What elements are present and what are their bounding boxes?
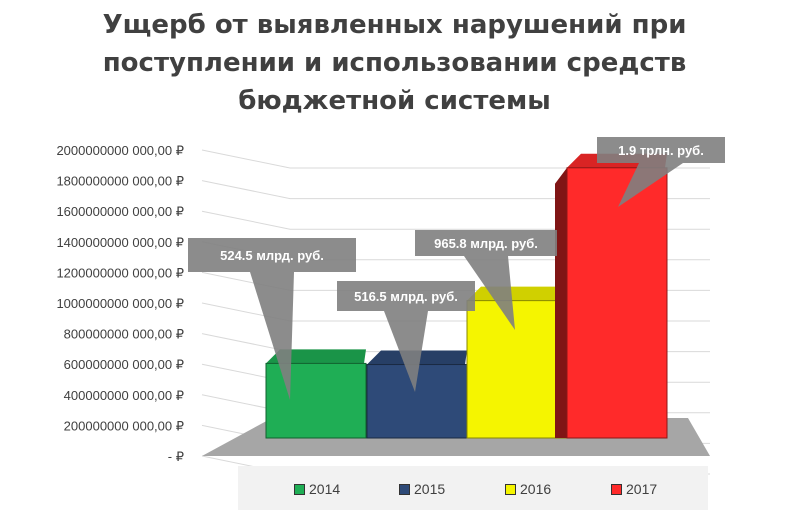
data-callout-box [415, 230, 557, 256]
y-tick-label: 1000000000 000,00 ₽ [56, 296, 184, 311]
bar-2014 [265, 362, 367, 439]
bar-top [467, 286, 567, 301]
data-label: 516.5 млрд. руб. [354, 289, 458, 304]
legend-label-2016: 2016 [520, 481, 552, 497]
bar-side [555, 167, 567, 438]
legend-item-2017: 2017 [611, 481, 657, 497]
data-callout-box [597, 137, 725, 163]
legend-item-2014: 2014 [294, 481, 340, 497]
chart-title-line-2: поступлении и использовании средств [102, 48, 687, 78]
data-callout-box [188, 238, 356, 272]
y-tick-label: 2000000000 000,00 ₽ [56, 143, 184, 158]
legend-swatch-2016 [505, 483, 516, 495]
data-callout-pointer [464, 256, 515, 330]
data-callout-pointer [384, 311, 428, 392]
data-callout-box [337, 281, 475, 311]
legend-swatch-2015 [399, 483, 410, 495]
legend-label-2014: 2014 [309, 481, 341, 497]
chart-title-line-3: бюджетной системы [238, 86, 551, 116]
chart-title: Ущерб от выявленных нарушений при поступ… [0, 6, 789, 120]
data-label: 1.9 трлн. руб. [618, 143, 704, 158]
data-callout-pointer [250, 272, 294, 400]
y-tick-label: 200000000 000,00 ₽ [64, 418, 184, 433]
data-label: 524.5 млрд. руб. [220, 248, 324, 263]
y-tick-label: 1200000000 000,00 ₽ [56, 265, 184, 280]
y-tick-label: 1400000000 000,00 ₽ [56, 235, 184, 250]
y-tick-label: - ₽ [168, 449, 184, 464]
y-tick-label: 600000000 000,00 ₽ [64, 357, 184, 372]
legend-item-2015: 2015 [399, 481, 445, 497]
legend-swatch-2014 [294, 483, 305, 495]
legend-swatch-2017 [611, 483, 622, 495]
chart-title-line-1: Ущерб от выявленных нарушений при [102, 10, 687, 40]
chart-legend: 2014 2015 2016 2017 [238, 466, 708, 510]
legend-label-2017: 2017 [626, 481, 658, 497]
bar-2017 [566, 167, 668, 439]
data-label: 965.8 млрд. руб. [434, 236, 538, 251]
legend-label-2015: 2015 [414, 481, 446, 497]
bar-2016 [466, 300, 568, 439]
y-tick-label: 800000000 000,00 ₽ [64, 327, 184, 342]
y-tick-label: 1800000000 000,00 ₽ [56, 174, 184, 189]
y-tick-label: 400000000 000,00 ₽ [64, 388, 184, 403]
data-callout-pointer [618, 163, 683, 207]
legend-item-2016: 2016 [505, 481, 551, 497]
y-tick-label: 1600000000 000,00 ₽ [56, 204, 184, 219]
